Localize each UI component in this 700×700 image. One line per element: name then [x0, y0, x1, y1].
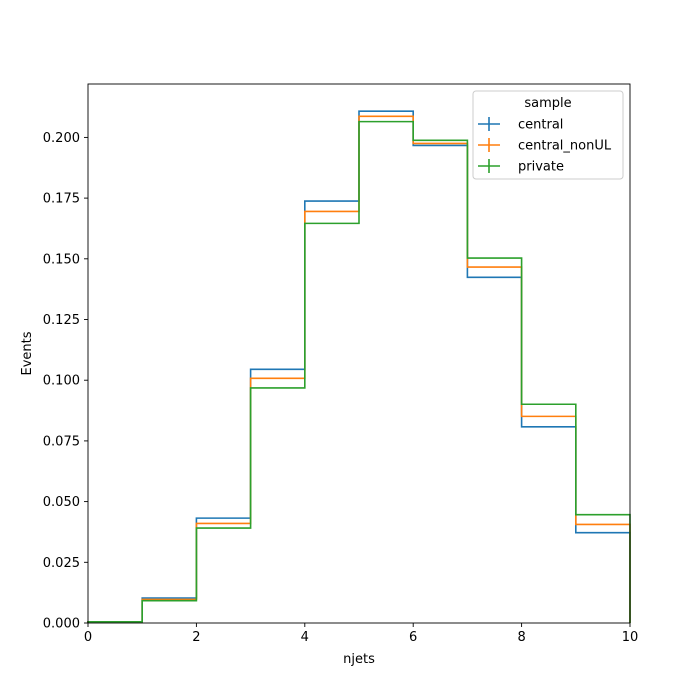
- y-tick-label: 0.075: [43, 434, 80, 449]
- y-tick-label: 0.125: [43, 313, 80, 328]
- y-tick-label: 0.000: [43, 617, 80, 632]
- legend-label-private: private: [518, 160, 564, 175]
- axes-frame: [87, 83, 631, 624]
- x-tick-label: 4: [301, 630, 309, 645]
- y-tick-label: 0.150: [43, 252, 80, 267]
- legend-box: [472, 90, 624, 180]
- plot-area: [87, 110, 631, 623]
- axes: 0 2 4 6 8 10 0.000 0.025 0.050 0.075 0.100 0.125 0.1…: [43, 83, 639, 645]
- x-tick-label: 6: [409, 630, 417, 645]
- x-axis-label: njets: [343, 652, 375, 667]
- y-tick-label: 0.025: [43, 556, 80, 571]
- x-tick-label: 2: [192, 630, 200, 645]
- y-tick-label: 0.100: [43, 374, 80, 389]
- legend-label-central: central: [518, 118, 563, 133]
- y-tick-label: 0.175: [43, 192, 80, 207]
- legend-title: sample: [524, 96, 571, 111]
- x-tick-label: 10: [622, 630, 639, 645]
- x-tick-label: 0: [84, 630, 92, 645]
- x-tick-label: 8: [517, 630, 525, 645]
- legend-label-central-nonul: central_nonUL: [518, 139, 612, 154]
- y-tick-label: 0.050: [43, 495, 80, 510]
- y-axis-label: Events: [20, 331, 35, 375]
- series-line-private: [87, 120, 631, 623]
- y-tick-label: 0.200: [43, 131, 80, 146]
